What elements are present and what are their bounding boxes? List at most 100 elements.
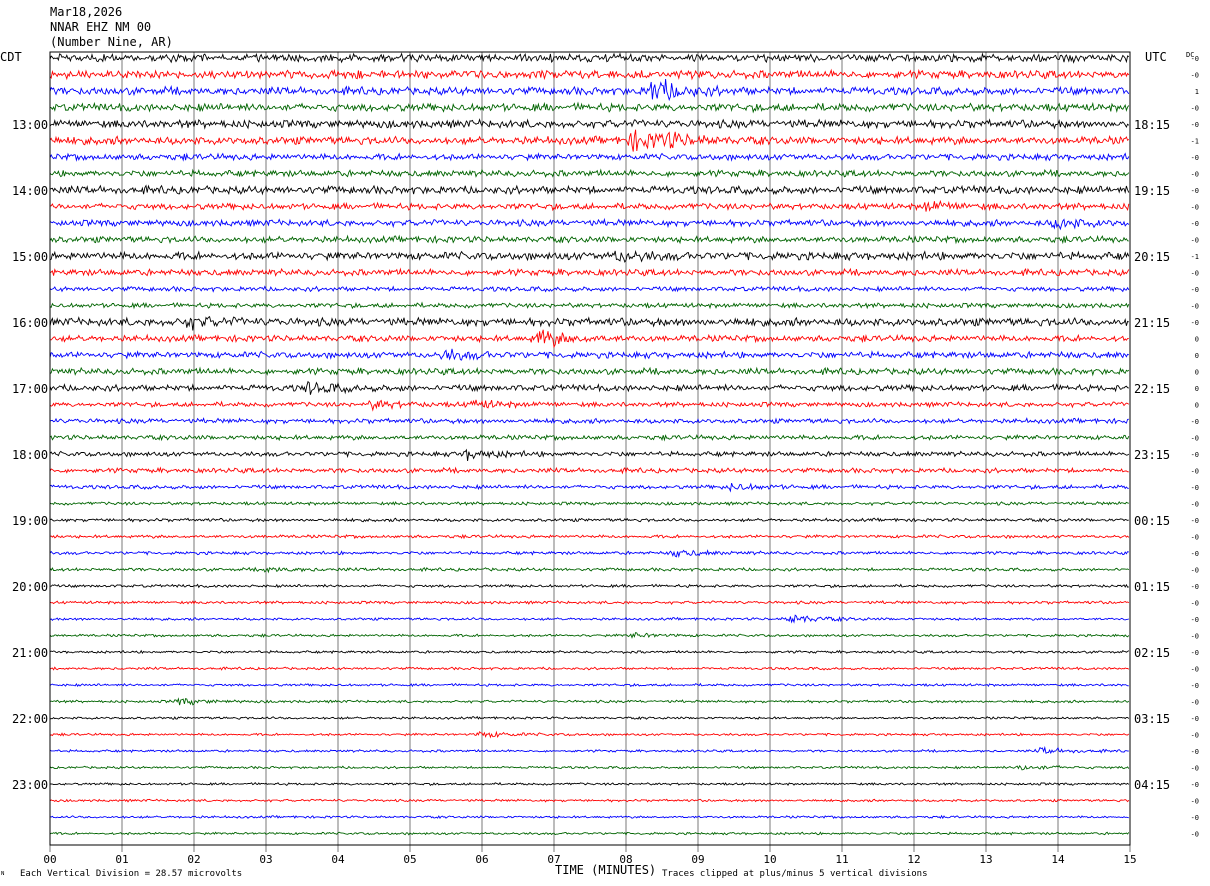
dc-offset-44: -0 bbox=[1191, 781, 1199, 789]
trace-line-5 bbox=[49, 129, 1130, 152]
dc-offset-26: -0 bbox=[1191, 484, 1199, 492]
trace-line-35 bbox=[49, 632, 1130, 639]
trace-line-45 bbox=[49, 798, 1130, 803]
x-tick-06: 06 bbox=[475, 853, 488, 866]
trace-line-47 bbox=[49, 831, 1130, 836]
trace-line-36 bbox=[49, 649, 1130, 655]
trace-line-32 bbox=[49, 583, 1129, 589]
dc-offset-19: 0 bbox=[1195, 369, 1199, 377]
left-hour-label: 16:00 bbox=[12, 316, 48, 330]
seismic-traces bbox=[49, 52, 1130, 836]
trace-line-1 bbox=[49, 68, 1130, 81]
left-hour-label: 23:00 bbox=[12, 778, 48, 792]
x-tick-11: 11 bbox=[835, 853, 848, 866]
left-hour-label: 21:00 bbox=[12, 646, 48, 660]
trace-line-9 bbox=[49, 199, 1130, 212]
dc-offset-9: -0 bbox=[1191, 204, 1199, 212]
dc-offset-21: 0 bbox=[1195, 402, 1199, 410]
dc-offset-18: 0 bbox=[1195, 352, 1199, 360]
x-axis-label: TIME (MINUTES) bbox=[555, 863, 656, 877]
dc-offset-12: -1 bbox=[1191, 253, 1199, 261]
left-hour-label: 19:00 bbox=[12, 514, 48, 528]
trace-line-2 bbox=[49, 78, 1130, 102]
trace-line-4 bbox=[49, 118, 1130, 130]
trace-line-41 bbox=[49, 730, 1130, 739]
x-tick-04: 04 bbox=[331, 853, 345, 866]
left-hour-label: 15:00 bbox=[12, 250, 48, 264]
dc-offset-10: -0 bbox=[1191, 220, 1199, 228]
corner-mark: ᴺ bbox=[0, 871, 5, 881]
trace-line-20 bbox=[49, 380, 1129, 395]
dc-offset-13: -0 bbox=[1191, 270, 1199, 278]
dc-offset-47: -0 bbox=[1191, 831, 1199, 839]
trace-line-30 bbox=[49, 549, 1129, 559]
dc-offset-28: -0 bbox=[1191, 517, 1199, 525]
dc-offset-41: -0 bbox=[1191, 732, 1199, 740]
dc-offset-20: 0 bbox=[1195, 385, 1199, 393]
trace-line-39 bbox=[49, 697, 1130, 706]
dc-offset-16: -0 bbox=[1191, 319, 1199, 327]
vertical-division-note: Each Vertical Division = 28.57 microvolt… bbox=[20, 869, 242, 879]
left-hour-label: 17:00 bbox=[12, 382, 48, 396]
dc-offset-6: -0 bbox=[1191, 154, 1199, 162]
x-tick-09: 09 bbox=[691, 853, 704, 866]
right-hour-label: 01:15 bbox=[1134, 580, 1170, 594]
right-hour-label: 20:15 bbox=[1134, 250, 1170, 264]
trace-line-43 bbox=[49, 764, 1130, 771]
trace-line-44 bbox=[50, 781, 1130, 787]
trace-line-18 bbox=[49, 348, 1129, 361]
dc-offset-36: -0 bbox=[1191, 649, 1199, 657]
x-tick-10: 10 bbox=[763, 853, 776, 866]
trace-line-29 bbox=[49, 533, 1130, 540]
x-tick-08: 08 bbox=[619, 853, 632, 866]
trace-line-33 bbox=[49, 600, 1130, 605]
right-hour-label: 18:15 bbox=[1134, 118, 1170, 132]
trace-line-17 bbox=[49, 329, 1129, 349]
plot-frame bbox=[49, 51, 1131, 846]
dc-offset-40: -0 bbox=[1191, 715, 1199, 723]
dc-offset-38: -0 bbox=[1191, 682, 1199, 690]
trace-line-13 bbox=[49, 267, 1130, 278]
left-hour-label: 18:00 bbox=[12, 448, 48, 462]
right-hour-label: 03:15 bbox=[1134, 712, 1170, 726]
dc-offset-17: 0 bbox=[1195, 336, 1199, 344]
dc-offset-7: -0 bbox=[1191, 171, 1199, 179]
right-hour-label: 23:15 bbox=[1134, 448, 1170, 462]
x-tick-14: 14 bbox=[1051, 853, 1065, 866]
trace-line-16 bbox=[49, 316, 1130, 331]
right-hour-label: 19:15 bbox=[1134, 184, 1170, 198]
dc-offset-15: -0 bbox=[1191, 303, 1199, 311]
trace-line-28 bbox=[49, 517, 1129, 523]
right-hour-label: 21:15 bbox=[1134, 316, 1170, 330]
trace-line-21 bbox=[49, 399, 1130, 412]
trace-line-0 bbox=[49, 52, 1130, 64]
dc-offset-27: -0 bbox=[1191, 501, 1199, 509]
dc-offset-42: -0 bbox=[1191, 748, 1199, 756]
dc-offset-34: -0 bbox=[1191, 616, 1199, 624]
x-tick-05: 05 bbox=[403, 853, 416, 866]
left-hour-labels: 13:00 14:00 15:00 16:00 17:00 18:00 19:00 20:00… bbox=[12, 118, 48, 792]
left-axis-title: CDT bbox=[0, 50, 22, 64]
x-tick-00: 00 bbox=[43, 853, 56, 866]
dc-offset-46: -0 bbox=[1191, 814, 1199, 822]
header-location: (Number Nine, AR) bbox=[50, 35, 173, 49]
dc-offset-31: -0 bbox=[1191, 567, 1199, 575]
trace-line-7 bbox=[49, 168, 1130, 179]
right-hour-label: 00:15 bbox=[1134, 514, 1170, 528]
dc-offset-37: -0 bbox=[1191, 666, 1199, 674]
right-axis-title: UTC bbox=[1145, 50, 1167, 64]
dc-offset-39: -0 bbox=[1191, 699, 1199, 707]
trace-line-42 bbox=[49, 745, 1129, 755]
x-tick-07: 07 bbox=[547, 853, 560, 866]
dc-offset-14: -0 bbox=[1191, 286, 1199, 294]
trace-line-46 bbox=[49, 814, 1129, 820]
dc-offset-32: -0 bbox=[1191, 583, 1199, 591]
dc-offset-29: -0 bbox=[1191, 534, 1199, 542]
x-tick-02: 02 bbox=[187, 853, 200, 866]
dc-offset-2: 1 bbox=[1195, 88, 1199, 96]
trace-line-14 bbox=[49, 285, 1130, 293]
trace-line-26 bbox=[49, 482, 1129, 493]
trace-line-24 bbox=[49, 448, 1130, 461]
dc-offset-23: -0 bbox=[1191, 435, 1199, 443]
dc-offset-25: -0 bbox=[1191, 468, 1199, 476]
